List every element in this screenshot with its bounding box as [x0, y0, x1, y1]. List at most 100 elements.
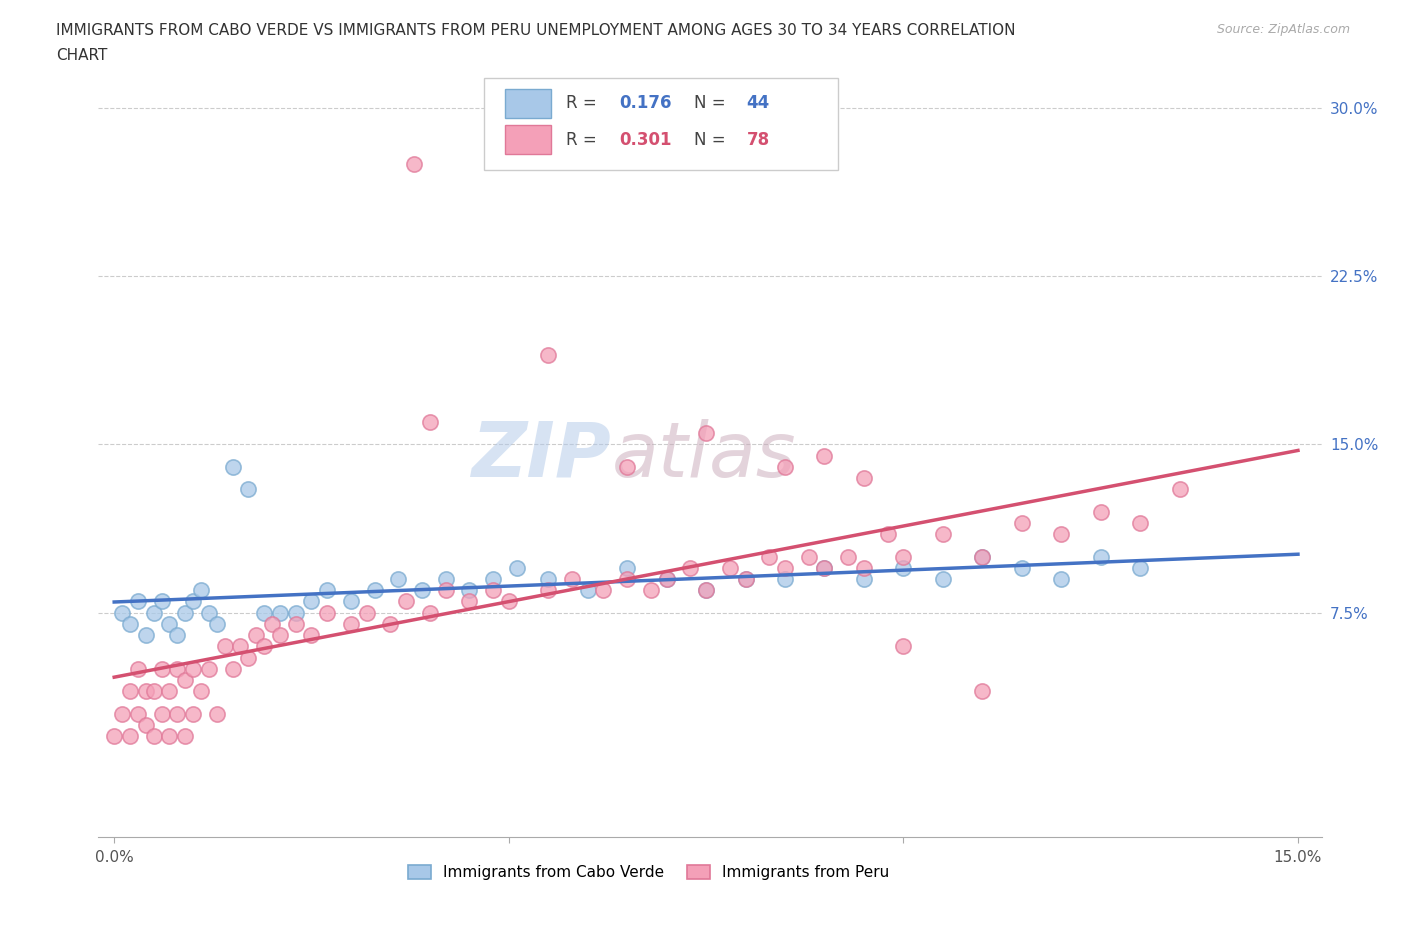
Point [1050, 526, 1073, 541]
Point [316, 605, 339, 620]
Point [340, 617, 363, 631]
Point [505, 561, 527, 576]
Point [238, 482, 260, 497]
Point [205, 706, 228, 721]
Point [221, 661, 243, 676]
Point [773, 572, 796, 587]
Point [127, 594, 149, 609]
Point [813, 448, 835, 463]
Point [150, 706, 173, 721]
Point [118, 684, 141, 698]
Point [972, 550, 994, 565]
Point [142, 728, 165, 743]
Point [419, 415, 441, 430]
Point [135, 628, 157, 643]
Point [166, 628, 188, 643]
Point [181, 706, 204, 721]
Point [174, 672, 197, 687]
Point [679, 561, 702, 576]
Point [159, 728, 181, 743]
Point [537, 347, 560, 362]
Point [458, 594, 481, 609]
Point [773, 561, 796, 576]
Point [797, 550, 820, 565]
Point [537, 572, 560, 587]
Point [932, 526, 955, 541]
Bar [505, 89, 551, 118]
Text: N =: N = [695, 131, 731, 149]
Point [269, 628, 291, 643]
Point [404, 156, 426, 171]
Point [893, 561, 915, 576]
Point [356, 605, 378, 620]
Point [1129, 561, 1152, 576]
Point [1011, 561, 1033, 576]
Bar [505, 126, 551, 154]
Text: N =: N = [695, 94, 731, 113]
Point [852, 572, 875, 587]
Point [198, 605, 221, 620]
Point [893, 550, 915, 565]
Point [284, 617, 307, 631]
Point [142, 605, 165, 620]
Text: 78: 78 [747, 131, 770, 149]
Point [111, 706, 134, 721]
Point [434, 583, 457, 598]
Point [592, 583, 614, 598]
Point [640, 583, 662, 598]
Point [972, 550, 994, 565]
Point [198, 661, 221, 676]
Point [150, 661, 173, 676]
Point [537, 583, 560, 598]
Point [221, 459, 243, 474]
Point [852, 561, 875, 576]
Point [1168, 482, 1191, 497]
Point [813, 561, 835, 576]
Point [1090, 550, 1112, 565]
Point [458, 583, 481, 598]
Point [118, 617, 141, 631]
Text: atlas: atlas [612, 418, 797, 493]
Text: R =: R = [565, 94, 602, 113]
Point [695, 426, 717, 441]
Point [190, 583, 212, 598]
Point [837, 550, 859, 565]
Point [127, 661, 149, 676]
Point [561, 572, 583, 587]
Text: R =: R = [565, 131, 602, 149]
Point [695, 583, 717, 598]
Point [253, 605, 276, 620]
Point [301, 628, 323, 643]
Point [166, 661, 188, 676]
Point [135, 717, 157, 732]
Point [380, 617, 402, 631]
Point [127, 706, 149, 721]
Point [616, 572, 638, 587]
Point [1011, 515, 1033, 530]
Point [616, 459, 638, 474]
Point [852, 471, 875, 485]
Point [245, 628, 267, 643]
Text: 44: 44 [747, 94, 770, 113]
Point [135, 684, 157, 698]
Point [932, 572, 955, 587]
Point [893, 639, 915, 654]
Point [166, 706, 188, 721]
Point [174, 728, 197, 743]
Point [111, 605, 134, 620]
Point [434, 572, 457, 587]
Point [118, 728, 141, 743]
Point [395, 594, 418, 609]
Point [718, 561, 741, 576]
Point [876, 526, 898, 541]
Text: 0.301: 0.301 [620, 131, 672, 149]
Point [159, 617, 181, 631]
Point [482, 572, 505, 587]
Point [1090, 504, 1112, 519]
Point [205, 617, 228, 631]
Point [972, 684, 994, 698]
Point [229, 639, 252, 654]
Point [253, 639, 276, 654]
Text: IMMIGRANTS FROM CABO VERDE VS IMMIGRANTS FROM PERU UNEMPLOYMENT AMONG AGES 30 TO: IMMIGRANTS FROM CABO VERDE VS IMMIGRANTS… [56, 23, 1015, 38]
Point [142, 684, 165, 698]
